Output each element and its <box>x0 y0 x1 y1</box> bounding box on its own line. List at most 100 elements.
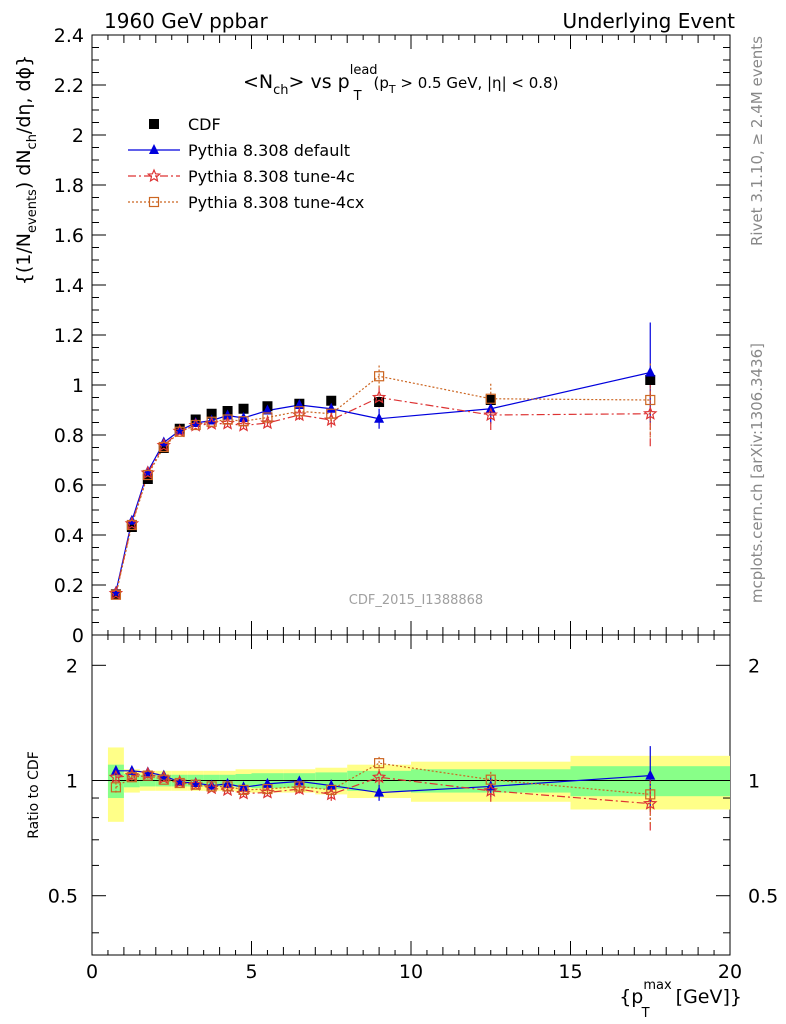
mcplots-label: mcplots.cern.ch [arXiv:1306.3436] <box>748 343 766 603</box>
main-series <box>108 322 658 600</box>
y-tick-label: 2.4 <box>54 25 84 47</box>
tune4cx-marker <box>645 394 656 406</box>
tune4cx-marker <box>110 782 122 793</box>
default-marker <box>645 366 656 377</box>
default-marker <box>158 436 169 447</box>
ratio-uncertainty-bands <box>92 747 730 822</box>
default-marker <box>326 402 337 413</box>
tune4cx-marker <box>485 774 496 785</box>
tune4cx-marker <box>190 779 201 790</box>
default-marker <box>149 144 159 154</box>
y-tick-label: 0 <box>72 625 84 647</box>
y-tick-label: 1.6 <box>54 225 84 247</box>
tune4cx-marker <box>174 426 185 437</box>
y-tick-label: 0.8 <box>54 425 84 447</box>
tune4cx-marker <box>126 772 137 783</box>
y-tick-label: 1.4 <box>54 275 84 297</box>
x-tick-label: 10 <box>399 961 423 983</box>
tune4cx-marker <box>294 781 305 792</box>
tune4c-marker <box>483 783 499 797</box>
y-tick-label: 1 <box>72 375 84 397</box>
tune4cx-marker <box>485 393 496 404</box>
tune4cx-marker <box>238 784 249 796</box>
tune4c-marker <box>108 769 124 784</box>
x-tick-label: 15 <box>558 961 582 983</box>
default-marker <box>190 777 201 788</box>
tune4c-marker <box>642 796 658 810</box>
default-marker <box>374 786 385 797</box>
tune4cx-marker <box>238 416 249 427</box>
ratio-y-tick-label-right: 1 <box>748 771 760 793</box>
y-tick-label: 0.6 <box>54 475 84 497</box>
legend-label: Pythia 8.308 tune-4c <box>188 167 355 186</box>
tune4cx-marker <box>262 412 273 423</box>
axis-ticks: 0 5 10 15 200.20.40.60.811.21.41.61.822.22.4… <box>48 25 778 983</box>
tune4cx-marker <box>374 371 385 382</box>
tune4cx-marker <box>262 783 273 795</box>
cdf-data-point <box>149 119 159 129</box>
cdf-data-point <box>326 395 337 406</box>
ratio-y-axis-label: Ratio to CDF <box>26 751 42 839</box>
tune4cx-marker <box>222 414 233 425</box>
ratio-series <box>108 746 658 831</box>
tune4c-marker <box>483 407 499 422</box>
tune4cx-marker <box>126 519 137 531</box>
x-tick-label: 0 <box>86 961 98 983</box>
header-left: 1960 GeV ppbar <box>104 9 268 33</box>
tune4c-marker <box>371 389 387 404</box>
legend-label: Pythia 8.308 default <box>188 141 350 160</box>
y-tick-label: 2 <box>72 125 84 147</box>
cdf-data-point <box>238 403 249 414</box>
y-tick-label: 0.2 <box>54 575 84 597</box>
legend-label: Pythia 8.308 tune-4cx <box>188 193 364 212</box>
plot-title: <Nch> vs plead T(pT > 0.5 GeV, |η| < 0.8) <box>243 63 558 104</box>
default-marker <box>262 777 273 788</box>
x-axis-label: {pmax T [GeV]} <box>619 978 742 1021</box>
legend-item-cdf: CDF <box>149 115 221 134</box>
tune4cx-marker <box>326 784 337 796</box>
default-marker <box>374 412 385 423</box>
ratio-y-tick-label: 1 <box>66 771 78 793</box>
legend-item-tune4cx: Pythia 8.308 tune-4cx <box>128 193 364 212</box>
ratio-y-tick-label: 2 <box>66 655 78 677</box>
ratio-y-tick-label: 0.5 <box>48 886 78 908</box>
default-marker <box>326 779 337 790</box>
default-marker <box>206 779 217 790</box>
y-tick-label: 1.8 <box>54 175 84 197</box>
x-tick-label: 20 <box>718 961 742 983</box>
legend-item-tune4c: Pythia 8.308 tune-4c <box>128 167 355 186</box>
tune4cx-marker <box>148 196 160 208</box>
x-tick-label: 5 <box>245 961 257 983</box>
tune4c-marker <box>146 168 162 183</box>
tune4cx-marker <box>222 781 233 792</box>
cdf-data-point <box>645 375 656 385</box>
y-tick-label: 2.2 <box>54 75 84 97</box>
legend-item-default: Pythia 8.308 default <box>128 141 350 160</box>
tune4cx-marker <box>206 781 217 792</box>
tune4cx-marker <box>206 416 217 427</box>
tune4cx-marker <box>645 789 656 800</box>
y-tick-label: 0.4 <box>54 525 84 547</box>
legend: CDF Pythia 8.308 default Pythia 8.308 tune… <box>128 115 364 212</box>
tune4cx-marker <box>326 408 337 419</box>
default-marker <box>645 769 656 780</box>
tune4cx-marker <box>294 406 305 417</box>
y-tick-label: 1.2 <box>54 325 84 347</box>
main-y-axis-label: {(1/Nevents) dNch/dη, dϕ} <box>13 55 40 285</box>
tune4cx-marker <box>174 777 185 789</box>
tune4cx-marker <box>142 469 153 481</box>
ratio-y-tick-label-right: 2 <box>748 655 760 677</box>
default-marker <box>294 775 305 786</box>
tune4cx-marker <box>142 770 153 781</box>
tune4cx-marker <box>158 441 169 453</box>
tune4cx-marker <box>110 589 122 600</box>
cdf-data-point <box>206 408 217 419</box>
tune4cx-ratio-line <box>115 762 651 795</box>
legend-label: CDF <box>188 115 221 134</box>
tune4cx-marker <box>190 419 201 431</box>
cdf-data-point <box>485 395 496 405</box>
default-marker <box>190 417 201 427</box>
cdf-data-point <box>374 397 385 407</box>
tune4c-marker <box>642 406 658 420</box>
